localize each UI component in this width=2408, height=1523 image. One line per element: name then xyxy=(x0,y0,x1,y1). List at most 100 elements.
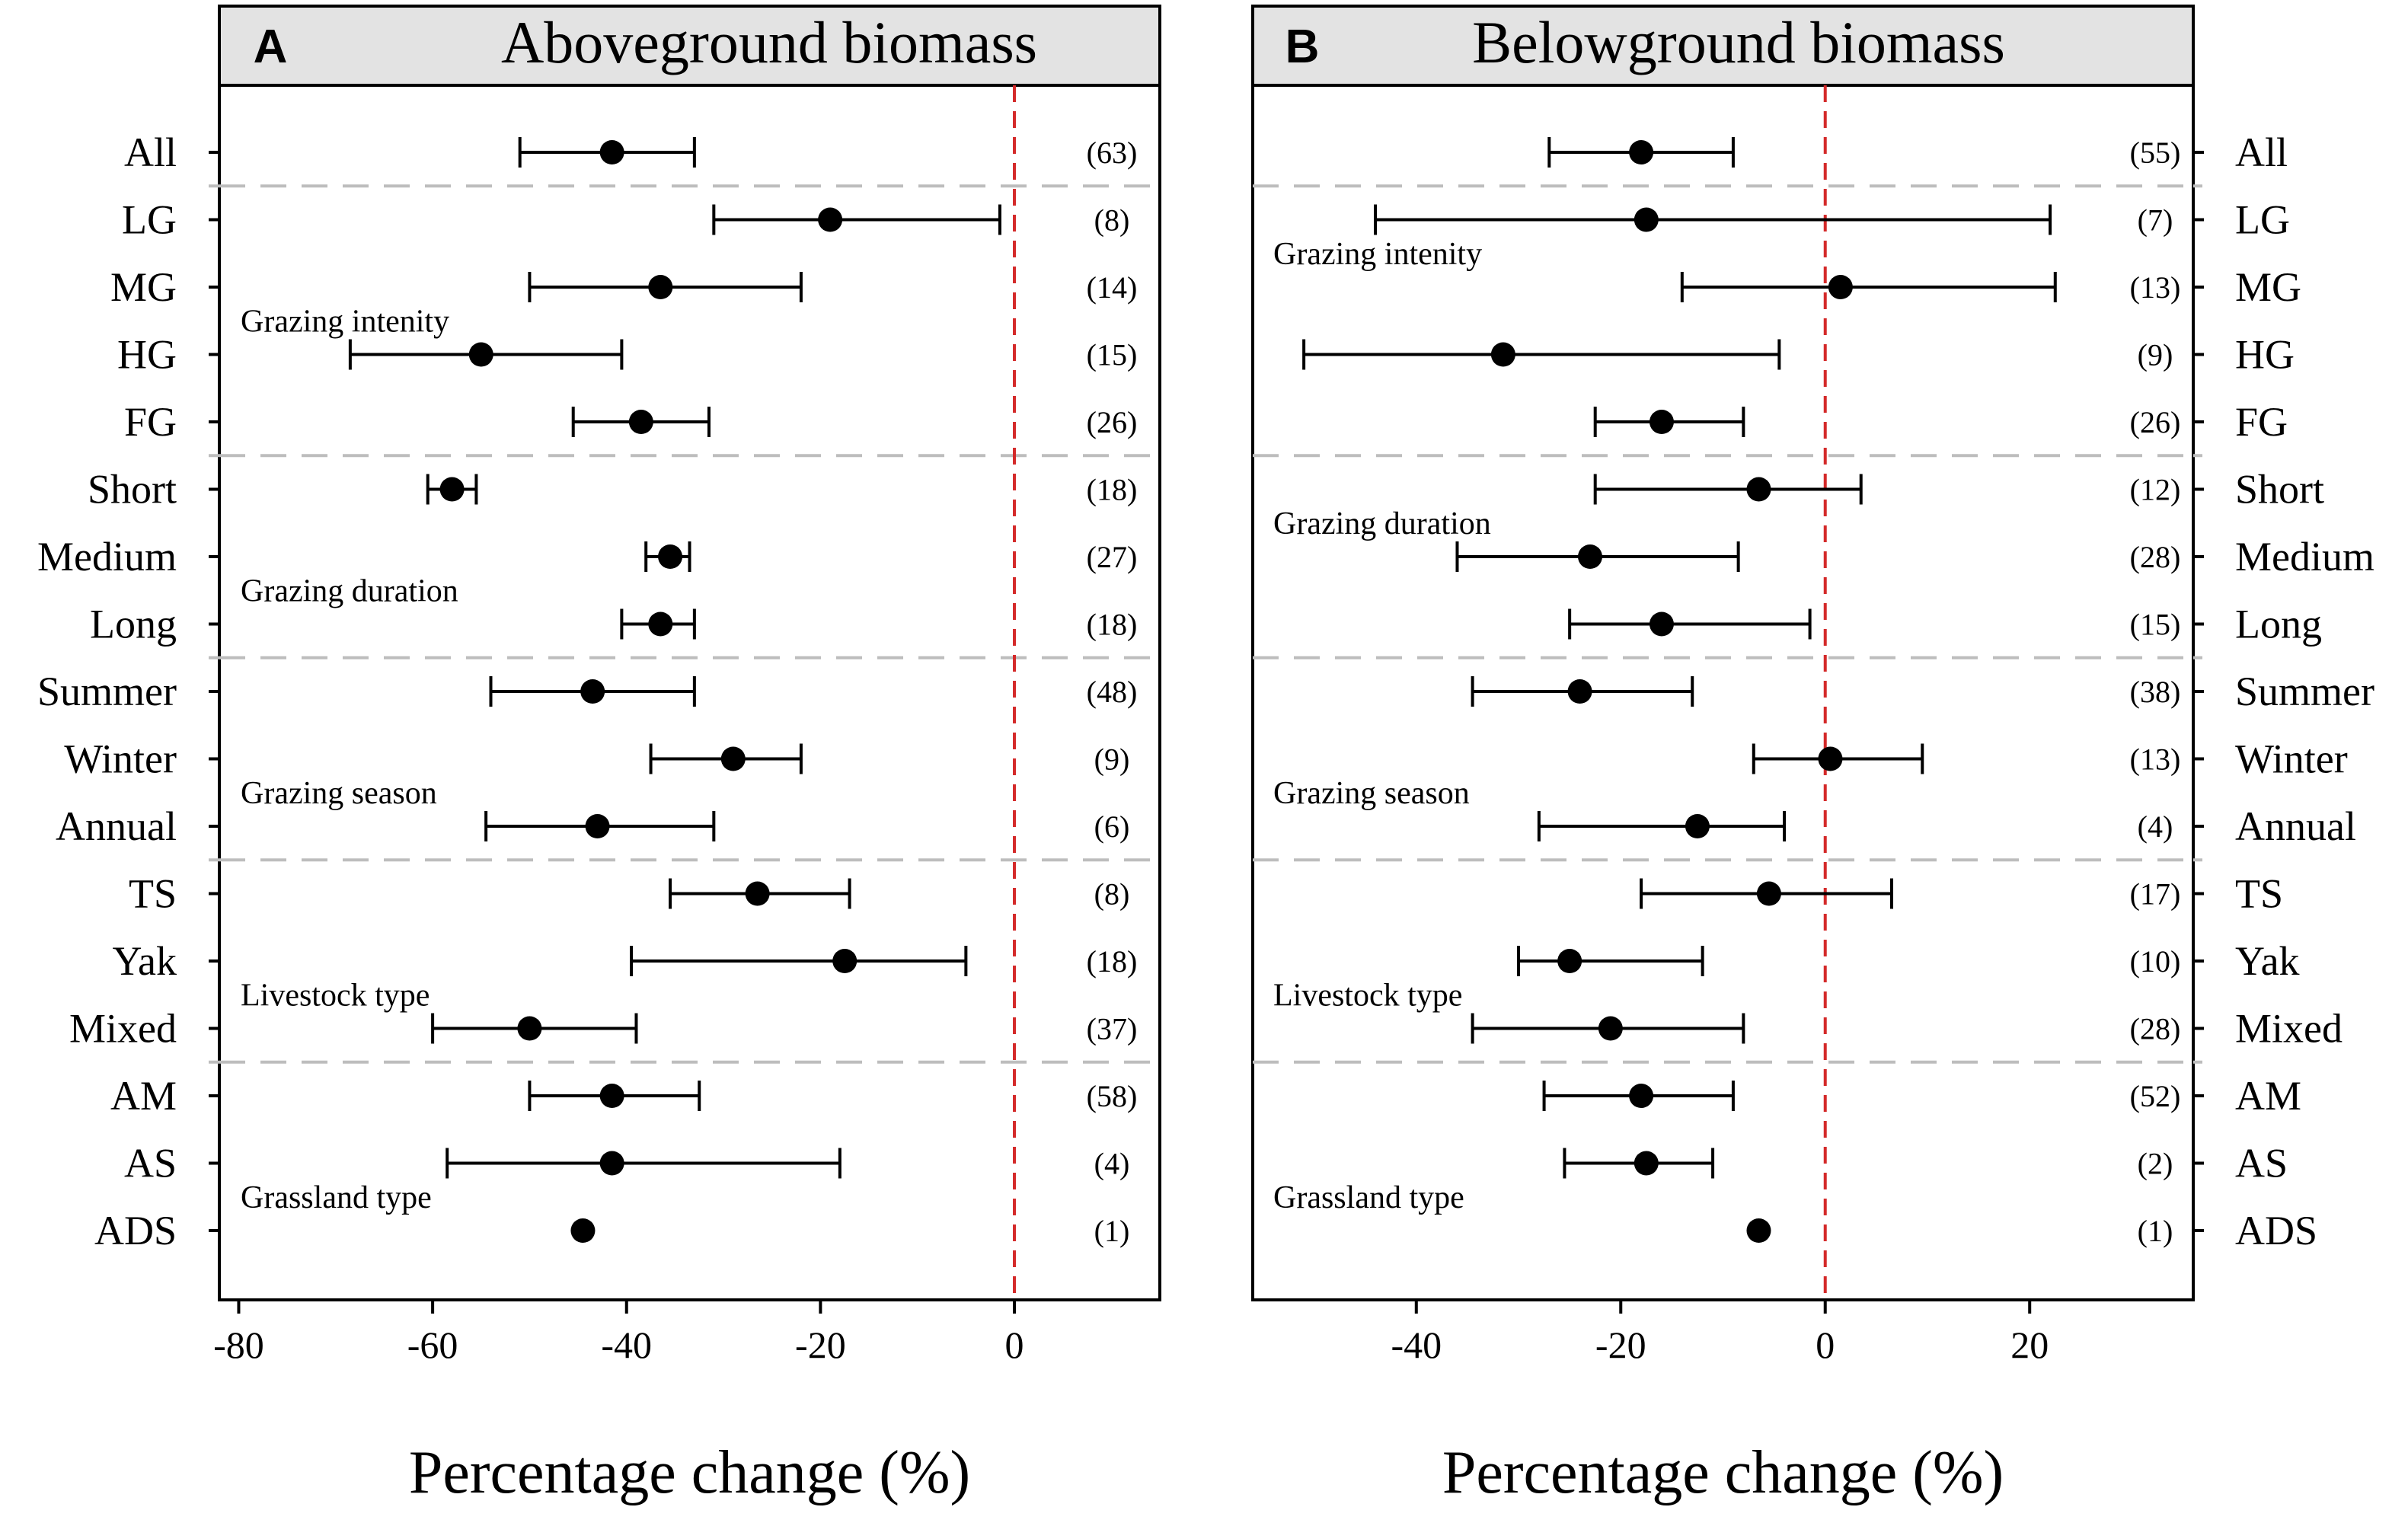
mean-point xyxy=(1818,746,1843,771)
sample-size-label: (38) xyxy=(2130,675,2181,709)
mean-point xyxy=(1577,544,1602,569)
category-label: AM xyxy=(110,1073,177,1119)
panel-title: Belowground biomass xyxy=(1472,9,2005,75)
sample-size-label: (8) xyxy=(1094,877,1130,912)
group-label: Grazing season xyxy=(1273,776,1470,811)
sample-size-label: (6) xyxy=(1094,809,1130,844)
sample-size-label: (9) xyxy=(1094,742,1130,777)
mean-point xyxy=(1746,477,1771,502)
x-tick-label: 0 xyxy=(1816,1323,1835,1366)
sample-size-label: (55) xyxy=(2130,136,2181,170)
category-label: AS xyxy=(124,1141,177,1186)
mean-point xyxy=(1598,1016,1623,1041)
group-label: Grazing intenity xyxy=(1273,237,1482,272)
group-label: Grazing duration xyxy=(241,573,458,608)
sample-size-label: (4) xyxy=(2138,809,2173,844)
sample-size-label: (7) xyxy=(2138,203,2173,238)
category-label: TS xyxy=(2235,871,2283,917)
category-label: MG xyxy=(2235,264,2301,310)
sample-size-label: (48) xyxy=(1087,675,1138,709)
mean-point xyxy=(1490,342,1515,367)
x-tick-label: -40 xyxy=(601,1323,652,1366)
sample-size-label: (63) xyxy=(1087,136,1138,170)
category-label: Long xyxy=(2235,602,2322,647)
category-label: Yak xyxy=(2235,938,2300,984)
panel-b: B Belowground biomass All (55) LG (7) MG (13) HG… xyxy=(1251,5,2374,1506)
x-tick-label: -20 xyxy=(795,1323,846,1366)
sample-size-label: (52) xyxy=(2130,1079,2181,1113)
category-label: Mixed xyxy=(69,1006,177,1052)
mean-point xyxy=(1629,140,1654,164)
category-label: Summer xyxy=(2235,669,2374,714)
mean-point xyxy=(818,207,843,232)
sample-size-label: (8) xyxy=(1094,203,1130,238)
panel-title-bar xyxy=(218,5,1161,87)
category-label: AS xyxy=(2235,1141,2288,1186)
category-label: Short xyxy=(2235,467,2324,512)
sample-size-label: (1) xyxy=(2138,1214,2173,1248)
panel-letter: A xyxy=(254,21,288,73)
mean-point xyxy=(1756,881,1781,906)
mean-point xyxy=(1557,949,1582,973)
x-tick-label: 20 xyxy=(2010,1323,2049,1366)
group-label: Grazing intenity xyxy=(241,304,449,339)
sample-size-label: (2) xyxy=(2138,1147,2173,1181)
category-label: Winter xyxy=(2235,736,2348,782)
mean-point xyxy=(599,1084,624,1108)
sample-size-label: (28) xyxy=(2130,540,2181,574)
mean-point xyxy=(1567,679,1592,704)
x-tick-label: -20 xyxy=(1595,1323,1646,1366)
category-label: LG xyxy=(2235,197,2290,243)
mean-point xyxy=(599,1151,624,1176)
group-label: Grazing season xyxy=(241,776,437,811)
mean-point xyxy=(832,949,857,973)
category-label: MG xyxy=(110,264,177,310)
mean-point xyxy=(1685,814,1710,838)
category-label: LG xyxy=(122,197,177,243)
sample-size-label: (10) xyxy=(2130,944,2181,979)
group-label: Grassland type xyxy=(241,1180,432,1215)
category-label: Long xyxy=(90,602,177,647)
group-label: Livestock type xyxy=(241,978,430,1013)
mean-point xyxy=(1629,1084,1654,1108)
sample-size-label: (13) xyxy=(2130,742,2181,777)
category-label: ADS xyxy=(2235,1208,2317,1253)
group-label: Grazing duration xyxy=(1273,506,1491,541)
sample-size-label: (15) xyxy=(2130,608,2181,642)
mean-point xyxy=(599,140,624,164)
sample-size-label: (26) xyxy=(1087,405,1138,439)
mean-point xyxy=(1746,1218,1771,1243)
sample-size-label: (12) xyxy=(2130,473,2181,507)
panel-title-bar xyxy=(1251,5,2195,87)
category-label: Medium xyxy=(37,534,177,580)
mean-point xyxy=(628,410,653,434)
mean-point xyxy=(648,611,673,637)
category-label: Annual xyxy=(56,803,177,849)
x-tick-label: -80 xyxy=(213,1323,264,1366)
sample-size-label: (14) xyxy=(1087,270,1138,305)
x-axis-label: Percentage change (%) xyxy=(409,1439,970,1506)
category-label: AM xyxy=(2235,1073,2301,1119)
mean-point xyxy=(1649,611,1674,637)
sample-size-label: (37) xyxy=(1087,1012,1138,1046)
category-label: HG xyxy=(2235,332,2295,378)
category-label: TS xyxy=(129,871,177,917)
mean-point xyxy=(585,814,610,838)
group-label: Grassland type xyxy=(1273,1180,1464,1215)
mean-point xyxy=(1634,207,1659,232)
panel-title: Aboveground biomass xyxy=(501,9,1037,75)
sample-size-label: (9) xyxy=(2138,338,2173,372)
category-label: All xyxy=(2235,129,2288,175)
group-label: Livestock type xyxy=(1273,978,1462,1013)
sample-size-label: (13) xyxy=(2130,270,2181,305)
mean-point xyxy=(439,477,465,502)
mean-point xyxy=(648,275,673,299)
mean-point xyxy=(658,544,683,569)
mean-point xyxy=(1634,1151,1659,1176)
sample-size-label: (18) xyxy=(1087,944,1138,979)
sample-size-label: (18) xyxy=(1087,473,1138,507)
sample-size-label: (58) xyxy=(1087,1079,1138,1113)
panel-a: A Aboveground biomass All (63) LG (8) MG (14) HG… xyxy=(37,5,1161,1506)
mean-point xyxy=(580,679,605,704)
